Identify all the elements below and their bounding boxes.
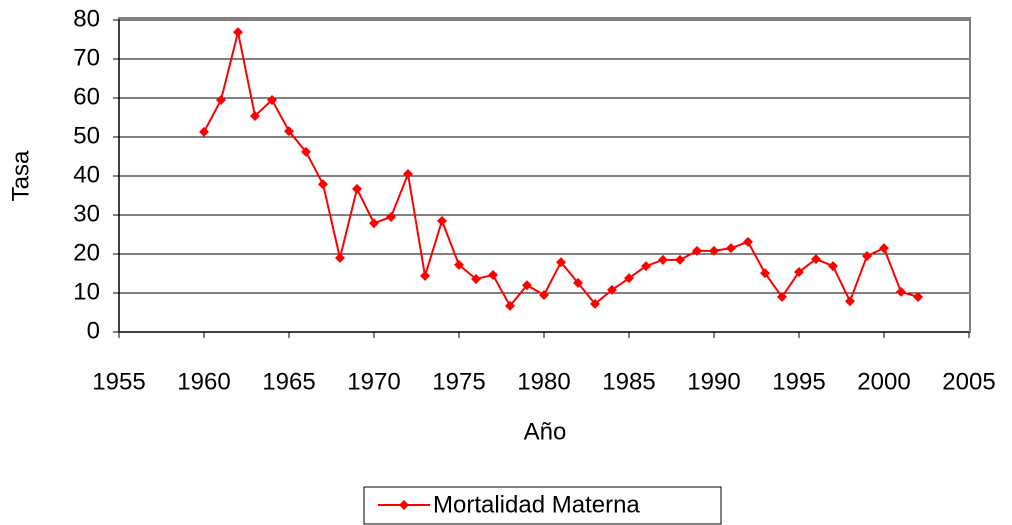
point-marker [641, 261, 651, 272]
point-marker [386, 211, 396, 222]
point-marker [607, 284, 617, 295]
point-marker [726, 243, 736, 254]
x-tick-label: 1960 [177, 368, 230, 395]
x-tick-label: 1985 [602, 368, 655, 395]
point-marker [896, 286, 906, 297]
point-marker [318, 179, 328, 190]
point-marker [250, 110, 260, 121]
point-marker [658, 254, 668, 265]
x-tick-label: 1955 [92, 368, 145, 395]
y-tick-label: 70 [73, 44, 100, 71]
x-tick-label: 2000 [857, 368, 910, 395]
point-marker [556, 257, 566, 268]
point-marker [267, 94, 277, 105]
x-tick-label: 1975 [432, 368, 485, 395]
point-marker [301, 146, 311, 157]
point-marker [420, 270, 430, 281]
y-tick-label: 60 [73, 83, 100, 110]
point-marker [743, 236, 753, 247]
point-marker [369, 218, 379, 229]
x-tick-label: 2005 [942, 368, 995, 395]
point-marker [692, 245, 702, 256]
point-marker [760, 268, 770, 279]
x-tick-label: 1980 [517, 368, 570, 395]
point-marker [233, 27, 243, 38]
point-marker [675, 254, 685, 265]
point-marker [352, 183, 362, 194]
legend-label: Mortalidad Materna [433, 491, 640, 518]
point-marker [488, 270, 498, 281]
y-tick-label: 50 [73, 122, 100, 149]
point-marker [709, 245, 719, 256]
point-marker [862, 250, 872, 261]
y-tick-label: 80 [73, 5, 100, 32]
x-tick-label: 1965 [262, 368, 315, 395]
point-marker [505, 300, 515, 311]
point-marker [811, 254, 821, 265]
point-marker [522, 280, 532, 291]
y-tick-label: 0 [87, 317, 100, 344]
point-marker [471, 273, 481, 284]
point-marker [879, 243, 889, 254]
y-tick-label: 40 [73, 161, 100, 188]
point-marker [454, 259, 464, 270]
point-marker [403, 169, 413, 180]
point-marker [335, 252, 345, 263]
point-marker [539, 289, 549, 300]
point-marker [284, 126, 294, 137]
y-axis-title: Tasa [7, 150, 34, 201]
point-marker [845, 296, 855, 307]
y-tick-label: 10 [73, 278, 100, 305]
point-marker [624, 273, 634, 284]
legend-marker [399, 500, 409, 510]
point-marker [913, 291, 923, 302]
x-tick-label: 1995 [772, 368, 825, 395]
point-marker [828, 261, 838, 272]
x-tick-label: 1990 [687, 368, 740, 395]
x-axis-title: Año [524, 418, 567, 445]
point-marker [590, 298, 600, 309]
point-marker [216, 94, 226, 105]
y-tick-label: 20 [73, 239, 100, 266]
point-marker [777, 291, 787, 302]
point-marker [199, 126, 209, 137]
point-marker [794, 266, 804, 277]
point-marker [573, 277, 583, 288]
y-tick-label: 30 [73, 200, 100, 227]
point-marker [437, 215, 447, 226]
x-tick-label: 1970 [347, 368, 400, 395]
